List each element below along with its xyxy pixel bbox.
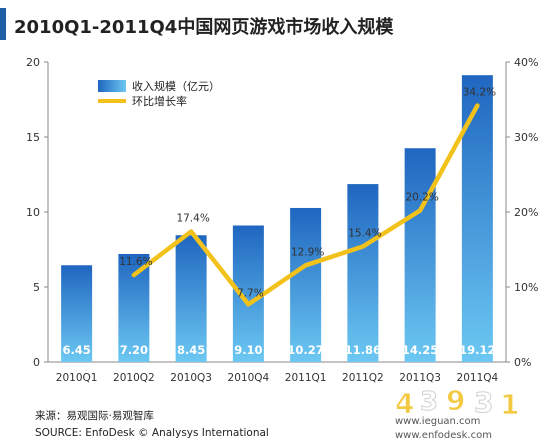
y-tick-label-right: 0%	[514, 356, 531, 369]
growth-rate-label: 34.2%	[463, 87, 496, 99]
growth-line-layer	[131, 103, 480, 307]
y-tick-label-left: 10	[26, 206, 40, 219]
x-tick-label: 2010Q4	[228, 372, 270, 384]
growth-rate-label: 12.9%	[291, 246, 324, 258]
chart-title: 2010Q1-2011Q4中国网页游戏市场收入规模	[14, 16, 394, 38]
source-en: SOURCE: EnfoDesk © Analysys Internationa…	[35, 427, 269, 439]
bar-value-label: 10.27	[287, 343, 323, 357]
legend-line-label: 环比增长率	[132, 94, 187, 108]
bar-value-label: 9.10	[234, 343, 262, 357]
bar-value-label: 19.12	[459, 343, 495, 357]
bar-value-label: 14.25	[402, 343, 438, 357]
x-tick-label: 2010Q1	[56, 372, 98, 384]
y-tick-label-right: 40%	[514, 56, 538, 69]
bar	[118, 254, 150, 362]
growth-rate-label: 11.6%	[119, 256, 152, 268]
x-tick-label: 2011Q1	[285, 372, 327, 384]
y-tick-label-left: 5	[33, 281, 40, 294]
bar	[347, 184, 379, 362]
svg-text:4: 4	[395, 387, 414, 420]
title-accent-bar	[0, 8, 6, 40]
x-tick-label: 2010Q2	[113, 372, 155, 384]
x-tick-label: 2010Q3	[170, 372, 212, 384]
y-tick-label-left: 20	[26, 56, 40, 69]
svg-text:3: 3	[420, 387, 438, 417]
bars-layer	[61, 75, 493, 362]
watermark-logo: 4 3 9 3 1	[395, 384, 520, 422]
svg-text:3: 3	[474, 386, 493, 419]
growth-rate-line	[131, 103, 480, 307]
source-cn: 来源：易观国际·易观智库	[35, 409, 154, 422]
bar	[175, 235, 207, 362]
growth-rate-label: 7.7%	[237, 287, 264, 299]
bar-value-label: 7.20	[120, 343, 148, 357]
legend: 收入规模（亿元） 环比增长率	[98, 79, 220, 108]
y-tick-label-right: 30%	[514, 131, 538, 144]
line-labels-layer: 11.6% 17.4% 7.7% 12.9% 15.4% 20.2% 34.2%	[119, 87, 496, 300]
y-tick-label-left: 0	[33, 356, 40, 369]
bar-value-label: 8.45	[177, 343, 205, 357]
y-tick-label-right: 20%	[514, 206, 538, 219]
x-tick-label: 2011Q2	[342, 372, 384, 384]
growth-rate-label: 15.4%	[348, 228, 381, 240]
growth-rate-label: 20.2%	[405, 192, 438, 204]
bar	[61, 265, 93, 362]
y-tick-label-right: 10%	[514, 281, 538, 294]
bar	[461, 75, 493, 362]
axes: 0 0% 5 10% 10 20% 15 30% 20 40% 2010Q1 2010Q2 2010Q3…	[26, 56, 538, 384]
watermark-site1: www.ieguan.com	[395, 416, 480, 427]
bar	[290, 207, 322, 362]
bar	[404, 148, 436, 362]
bar-value-label: 11.86	[345, 343, 381, 357]
bar-labels-layer: 6.45 7.20 8.45 9.10 10.27 11.86 14.25 19.12	[62, 343, 495, 357]
legend-bar-label: 收入规模（亿元）	[132, 79, 220, 93]
watermark-site2: www.enfodesk.com	[395, 430, 492, 441]
svg-text:9: 9	[446, 384, 465, 417]
x-tick-label: 2011Q4	[457, 372, 499, 384]
y-tick-label-left: 15	[26, 131, 40, 144]
legend-bar-swatch	[98, 80, 126, 92]
svg-text:1: 1	[500, 388, 519, 421]
bar-value-label: 6.45	[62, 343, 90, 357]
growth-rate-label: 17.4%	[176, 213, 209, 225]
x-tick-label: 2011Q3	[399, 372, 441, 384]
